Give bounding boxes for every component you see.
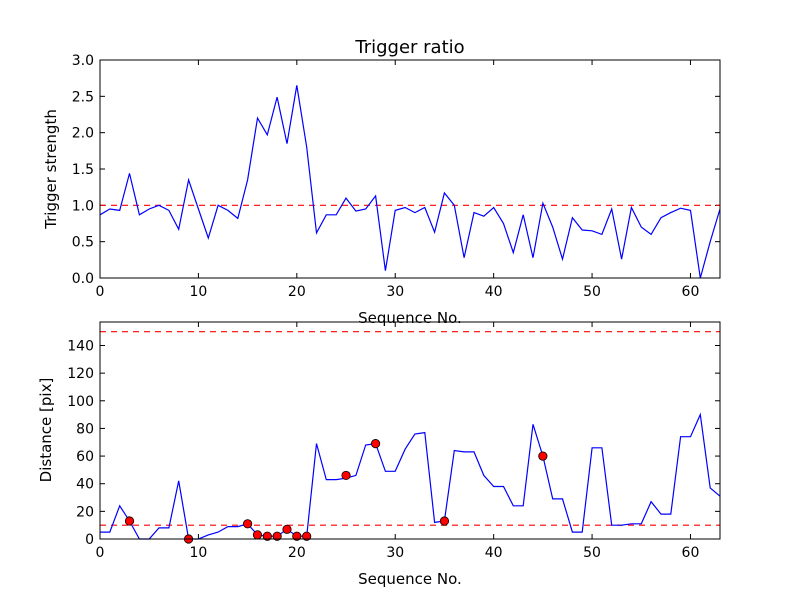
flagged-point-marker [262,531,272,541]
x-tick-label: 0 [96,284,105,300]
flagged-point-marker [341,470,351,481]
y-tick-label: 100 [67,394,94,410]
y-tick-label: 2.0 [72,126,94,142]
axes-ticks: 0 10 20 30 40 50 60 0.0 0.5 1.0 1.5 2.0 2.5 3.0 [72,53,720,300]
flagged-point-marker [439,516,450,526]
y-tick-label: 140 [67,338,94,354]
y-tick-label: 0 [85,532,94,548]
plot-frame [99,59,721,279]
x-tick-label: 20 [288,545,306,561]
plot-frame [99,321,721,540]
x-axis-label: Sequence No. [358,570,462,588]
flagged-point-marker [370,439,381,449]
x-tick-label: 50 [583,545,601,561]
y-tick-label: 1.5 [72,162,94,178]
x-axis-label: Sequence No. [358,309,462,327]
y-tick-label: 1.0 [72,198,94,214]
x-tick-label: 20 [288,284,306,300]
chart-title: Trigger ratio [354,37,464,58]
reference-lines [100,331,720,526]
y-axis-label: Distance [pix] [37,378,55,483]
y-tick-label: 40 [76,477,94,493]
series-line [99,85,721,279]
y-tick-label: 20 [76,504,94,520]
flagged-point-marker [302,531,312,541]
y-axis-label: Trigger strength [42,109,60,230]
axes-ticks: 0 10 20 30 40 50 60 0 20 40 60 80 100 120 140 [67,322,720,561]
distance-panel: 0 10 20 30 40 50 60 0 20 40 60 80 100 120 140 Sequence… [37,321,721,588]
x-tick-label: 40 [485,284,503,300]
x-tick-label: 60 [682,284,700,300]
series-line [100,412,721,540]
x-tick-label: 40 [485,545,503,561]
y-tick-label: 60 [76,449,94,465]
y-tick-label: 120 [67,366,94,382]
flagged-point-marker [252,530,263,540]
x-tick-label: 10 [189,545,207,561]
flagged-point-marker [124,516,135,526]
flagged-point-marker [292,531,302,541]
flagged-point-marker [538,451,548,461]
x-tick-label: 10 [189,284,207,300]
series-group [99,85,721,279]
x-tick-label: 30 [386,284,404,300]
x-tick-label: 0 [96,545,105,561]
x-tick-label: 60 [682,545,700,561]
flagged-point-marker [272,531,282,541]
flagged-point-marker [282,524,292,534]
x-tick-label: 30 [386,545,404,561]
y-tick-label: 0.5 [72,235,94,251]
trigger-ratio-panel: Trigger ratio 0 10 20 30 40 50 60 0.0 0.5 1.0 1.5 2… [42,37,721,327]
flagged-point-marker [243,519,253,529]
y-tick-label: 3.0 [72,53,94,69]
y-tick-label: 0.0 [72,271,94,287]
y-tick-label: 2.5 [72,89,94,105]
series-group [100,412,721,544]
x-tick-label: 50 [583,284,601,300]
y-tick-label: 80 [76,421,94,437]
